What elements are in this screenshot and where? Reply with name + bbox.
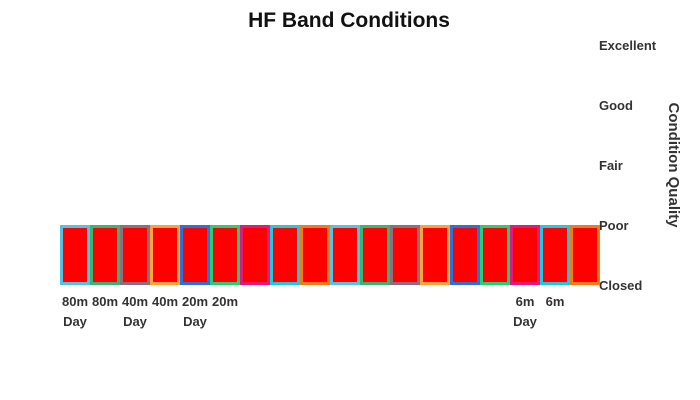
bar-4: [150, 225, 180, 285]
x-tick-label: Day: [513, 314, 538, 329]
x-tick-label: 20m: [212, 294, 238, 309]
bar-13: [420, 225, 450, 285]
bar-11: [360, 225, 390, 285]
y-axis-title: Condition Quality: [665, 103, 682, 229]
y-axis-ticks: Closed Poor Fair Good Excellent: [599, 38, 657, 293]
bar-17: [540, 225, 570, 285]
x-tick-label: Day: [183, 314, 208, 329]
x-tick-label: Day: [63, 314, 88, 329]
y-tick-label-good: Good: [599, 98, 633, 113]
bar-10: [330, 225, 360, 285]
bar-1: [60, 225, 90, 285]
y-tick-label-excellent: Excellent: [599, 38, 657, 53]
bar-12: [390, 225, 420, 285]
bar-15: [480, 225, 510, 285]
x-tick-label: 40m: [122, 294, 148, 309]
x-tick-label: 80m: [62, 294, 88, 309]
bar-2: [90, 225, 120, 285]
bar-14: [450, 225, 480, 285]
x-axis-ticks: 80m Day 80m 40m Day 40m 20m Day 20m 6m Day 6m: [62, 294, 564, 329]
bar-7: [240, 225, 270, 285]
x-tick-label: 6m: [516, 294, 535, 309]
y-tick-label-fair: Fair: [599, 158, 623, 173]
chart-title: HF Band Conditions: [248, 9, 450, 32]
bar-18: [570, 225, 600, 285]
bar-3: [120, 225, 150, 285]
x-tick-label: 40m: [152, 294, 178, 309]
bar-6: [210, 225, 240, 285]
x-tick-label: 20m: [182, 294, 208, 309]
bar-5: [180, 225, 210, 285]
y-tick-label-poor: Poor: [599, 218, 629, 233]
x-tick-label: Day: [123, 314, 148, 329]
bar-8: [270, 225, 300, 285]
x-tick-label: 80m: [92, 294, 118, 309]
bar-9: [300, 225, 330, 285]
y-tick-label-closed: Closed: [599, 278, 642, 293]
bar-16: [510, 225, 540, 285]
x-tick-label: 6m: [546, 294, 565, 309]
bars: [60, 225, 600, 285]
